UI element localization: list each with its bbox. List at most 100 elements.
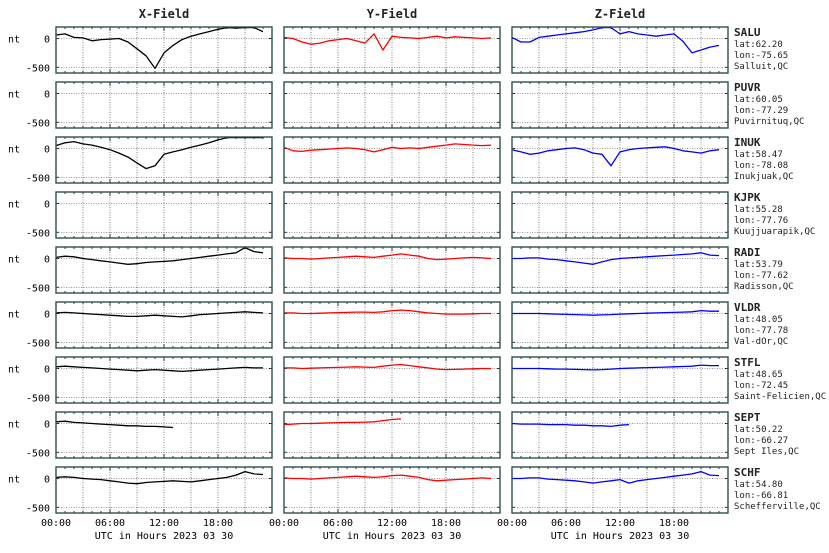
x-tick-label: 18:00 [659,518,689,529]
station-lat: lat:54.80 [734,480,783,490]
series-line-schf-2 [512,470,720,484]
plot-frame [55,466,273,514]
station-lon: lon:-78.08 [734,161,788,171]
series-line-schf-1 [283,474,492,482]
series-line-sept-2 [511,422,630,428]
unit-label: nt [8,145,20,156]
station-lon: lon:-77.29 [734,106,788,116]
x-tick-label: 06:00 [551,518,581,529]
plot-frame [283,136,501,184]
plot-frame [55,81,273,129]
plot-frame [283,26,501,74]
station-place: Puvirnituq,QC [734,117,804,127]
station-lon: lon:-77.78 [734,326,788,336]
unit-label: nt [8,255,20,266]
plot-frame [55,356,273,404]
y-tick-label: -500 [26,228,50,239]
plot-frame [511,26,729,74]
plot-frame [55,26,273,74]
station-code: PUVR [734,81,761,94]
series-line-sept-0 [55,420,174,429]
unit-label: nt [8,35,20,46]
x-tick-label: 12:00 [377,518,407,529]
unit-label: nt [8,310,20,321]
x-axis-label: UTC in Hours 2023 03 30 [323,531,461,542]
plot-frame [283,356,501,404]
y-tick-label: -500 [26,283,50,294]
y-tick-label: 0 [44,420,50,431]
station-code: INUK [734,136,761,149]
series-line-inuk-2 [511,146,720,167]
station-place: Sept Iles,QC [734,447,799,457]
x-tick-label: 00:00 [497,518,527,529]
series-line-radi-1 [283,253,492,261]
plot-frame [511,411,729,459]
y-tick-label: -500 [26,118,50,129]
x-axis-label: UTC in Hours 2023 03 30 [95,531,233,542]
unit-label: nt [8,200,20,211]
unit-label: nt [8,420,20,431]
station-place: Inukjuak,QC [734,172,794,182]
station-place: Saint-Felicien,QC [734,392,826,402]
series-line-inuk-0 [55,136,263,170]
y-tick-label: 0 [44,365,50,376]
station-lon: lon:-66.27 [734,436,788,446]
series-line-schf-0 [55,470,264,485]
series-line-stfl-0 [55,365,263,373]
station-code: SEPT [734,411,761,424]
plot-frame [511,466,729,514]
y-tick-label: 0 [44,35,50,46]
station-code: RADI [734,246,761,259]
y-tick-label: 0 [44,475,50,486]
plot-frame [55,301,273,349]
plot-frame [511,301,729,349]
series-line-radi-2 [512,252,720,265]
y-tick-label: -500 [26,338,50,349]
series-line-sept-1 [283,418,402,426]
x-tick-label: 12:00 [605,518,635,529]
plot-frame [511,191,729,239]
station-place: Radisson,QC [734,282,794,292]
station-lat: lat:48.65 [734,370,783,380]
x-axis-label: UTC in Hours 2023 03 30 [551,531,689,542]
station-lon: lon:-77.62 [734,271,788,281]
plot-frame [55,136,273,184]
plot-frame [283,191,501,239]
x-tick-label: 18:00 [203,518,233,529]
station-code: KJPK [734,191,761,204]
station-lon: lon:-75.65 [734,51,788,61]
station-lat: lat:55.28 [734,205,783,215]
station-lon: lon:-77.76 [734,216,788,226]
y-tick-label: -500 [26,448,50,459]
plot-frame [55,191,273,239]
x-tick-label: 12:00 [149,518,179,529]
y-tick-label: 0 [44,255,50,266]
series-line-stfl-1 [284,363,491,371]
unit-label: nt [8,90,20,101]
station-place: Kuujjuarapik,QC [734,227,815,237]
station-lat: lat:50.22 [734,425,783,435]
series-line-vldr-2 [512,309,719,316]
station-place: Val-dOr,QC [734,337,788,347]
column-title-2: Z-Field [595,7,646,21]
column-title-0: X-Field [139,7,190,21]
plot-frame [283,246,501,294]
y-tick-label: 0 [44,145,50,156]
y-tick-label: 0 [44,200,50,211]
series-line-inuk-1 [283,143,492,153]
column-title-1: Y-Field [367,7,418,21]
y-tick-label: -500 [26,503,50,514]
station-place: Salluit,QC [734,62,788,72]
series-line-salu-2 [511,26,720,54]
station-lat: lat:48.05 [734,315,783,325]
y-tick-label: -500 [26,393,50,404]
x-tick-label: 00:00 [41,518,71,529]
y-tick-label: -500 [26,173,50,184]
series-line-radi-0 [55,246,264,265]
station-code: STFL [734,356,761,369]
plot-frame [283,411,501,459]
station-lat: lat:62.20 [734,40,783,50]
plot-frame [55,411,273,459]
series-line-vldr-0 [55,311,264,318]
